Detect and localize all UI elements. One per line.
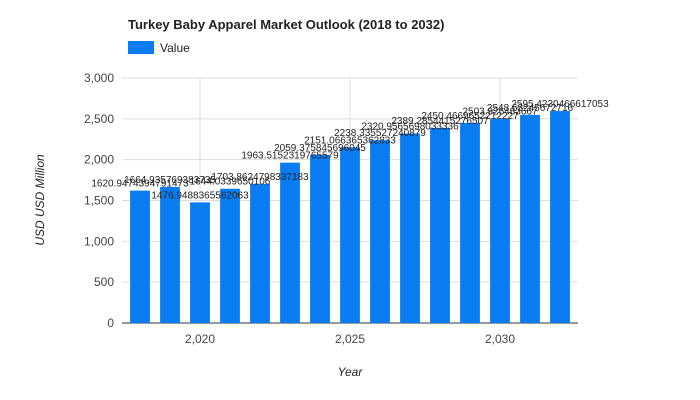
bar: [460, 122, 480, 323]
data-label: 1476.9488365562063: [151, 190, 249, 201]
data-label: 2238.335527240879: [334, 128, 426, 139]
x-tick-label: 2,025: [335, 332, 365, 346]
bar: [430, 127, 450, 323]
y-tick-label: 1,000: [84, 234, 114, 248]
x-tick-label: 2,030: [485, 332, 515, 346]
bar: [400, 133, 420, 323]
chart-title: Turkey Baby Apparel Market Outlook (2018…: [128, 17, 444, 32]
data-label: 2595.4230466617053: [511, 99, 609, 110]
data-label: 2389.2854415276507: [391, 116, 489, 127]
y-tick-label: 1,500: [84, 194, 114, 208]
y-tick-label: 2,500: [84, 112, 114, 126]
bar: [160, 187, 180, 323]
y-tick-label: 500: [94, 275, 114, 289]
y-axis-title: USD USD Million: [33, 154, 47, 246]
bar: [310, 154, 330, 323]
data-label: 1963.5152319765579: [241, 151, 339, 162]
data-label: 1620.9474394791473: [91, 179, 189, 190]
data-label: 2320.9565698033336: [361, 121, 459, 132]
bar: [370, 140, 390, 323]
bar: [220, 188, 240, 323]
bars: [130, 111, 570, 324]
y-tick-label: 0: [107, 316, 114, 330]
data-label: 2151.066365362833: [304, 135, 396, 146]
legend: Value: [128, 41, 190, 55]
bar: [490, 118, 510, 324]
data-label: 1703.8624798337183: [211, 172, 309, 183]
data-label: 2503.926483667: [462, 107, 538, 118]
y-tick-label: 3,000: [84, 71, 114, 85]
bar: [280, 162, 300, 323]
bar: [550, 111, 570, 323]
bar: [520, 114, 540, 323]
x-tick-label: 2,020: [185, 332, 215, 346]
legend-swatch-value: [128, 41, 154, 54]
data-label: 1664.935769383735: [124, 175, 216, 186]
x-axis: 2,020 2,025 2,030: [185, 332, 515, 346]
y-axis: 0 500 1,000 1,500 2,000 2,500 3,000: [84, 71, 114, 330]
data-label: 2450.4669652212227: [421, 111, 519, 122]
legend-label-value: Value: [160, 41, 190, 55]
data-label: 2548.63245672716: [487, 103, 574, 114]
bar: [250, 183, 270, 323]
data-label: 1644.0339650106: [190, 177, 271, 188]
y-tick-label: 2,000: [84, 153, 114, 167]
data-label: 2059.375845696045: [274, 143, 366, 154]
bar: [340, 147, 360, 323]
bar: [130, 190, 150, 323]
x-axis-title: Year: [338, 365, 364, 379]
bar: [190, 202, 210, 323]
